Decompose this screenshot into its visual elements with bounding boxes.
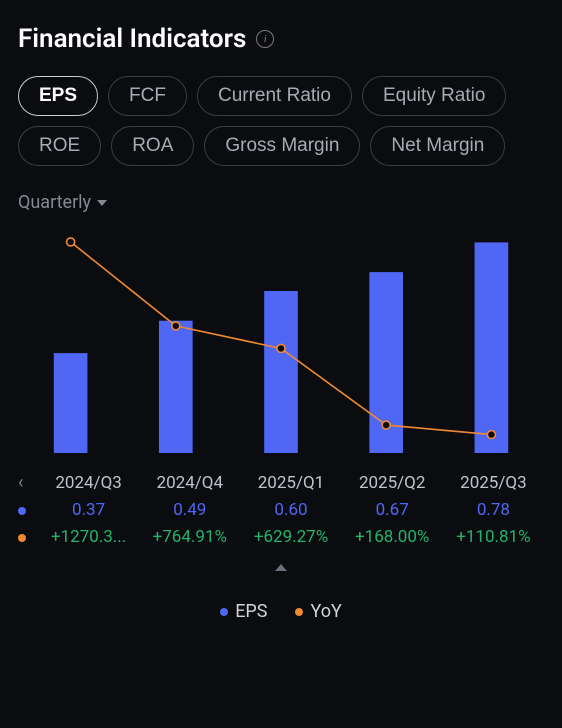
tab-eps[interactable]: EPS [18, 76, 98, 116]
legend-dot-icon [220, 608, 228, 616]
legend-item-yoy: YoY [295, 601, 341, 622]
tab-roe[interactable]: ROE [18, 126, 101, 166]
tab-equity-ratio[interactable]: Equity Ratio [362, 76, 506, 116]
yoy-value: +629.27% [240, 527, 341, 547]
yoy-value: +764.91% [139, 527, 240, 547]
yoy-dot-icon [18, 534, 26, 542]
indicator-tabs: EPSFCFCurrent RatioEquity Ratio ROEROAGro… [18, 76, 544, 166]
collapse-icon[interactable] [275, 564, 287, 571]
period-label: 2024/Q4 [139, 473, 240, 493]
yoy-value: +168.00% [342, 527, 443, 547]
eps-value: 0.60 [240, 500, 341, 520]
period-label: 2025/Q3 [443, 473, 544, 493]
eps-dot-icon [18, 507, 26, 515]
yoy-value: +110.81% [443, 527, 544, 547]
legend-label: EPS [235, 601, 267, 622]
page-title: Financial Indicators [18, 24, 246, 54]
tab-net-margin[interactable]: Net Margin [370, 126, 505, 166]
legend-label: YoY [310, 601, 341, 622]
chart [18, 229, 544, 461]
eps-value: 0.78 [443, 500, 544, 520]
eps-value: 0.37 [38, 500, 139, 520]
eps-value: 0.67 [342, 500, 443, 520]
tab-roa[interactable]: ROA [111, 126, 194, 166]
scroll-left-icon[interactable]: ‹ [18, 472, 38, 493]
yoy-value: +1270.3... [38, 527, 139, 547]
legend-item-eps: EPS [220, 601, 267, 622]
period-select[interactable]: Quarterly [18, 188, 107, 217]
info-icon[interactable]: i [256, 30, 274, 48]
tab-fcf[interactable]: FCF [108, 76, 187, 116]
eps-value: 0.49 [139, 500, 240, 520]
period-label: Quarterly [18, 192, 91, 213]
data-table: ‹ 2024/Q32024/Q42025/Q12025/Q22025/Q3 0.… [18, 469, 544, 575]
period-label: 2025/Q1 [240, 473, 341, 493]
tab-current-ratio[interactable]: Current Ratio [197, 76, 352, 116]
legend-dot-icon [295, 608, 303, 616]
period-label: 2024/Q3 [38, 473, 139, 493]
period-label: 2025/Q2 [342, 473, 443, 493]
tab-gross-margin[interactable]: Gross Margin [204, 126, 360, 166]
chevron-down-icon [97, 200, 107, 206]
legend: EPS YoY [18, 601, 544, 622]
